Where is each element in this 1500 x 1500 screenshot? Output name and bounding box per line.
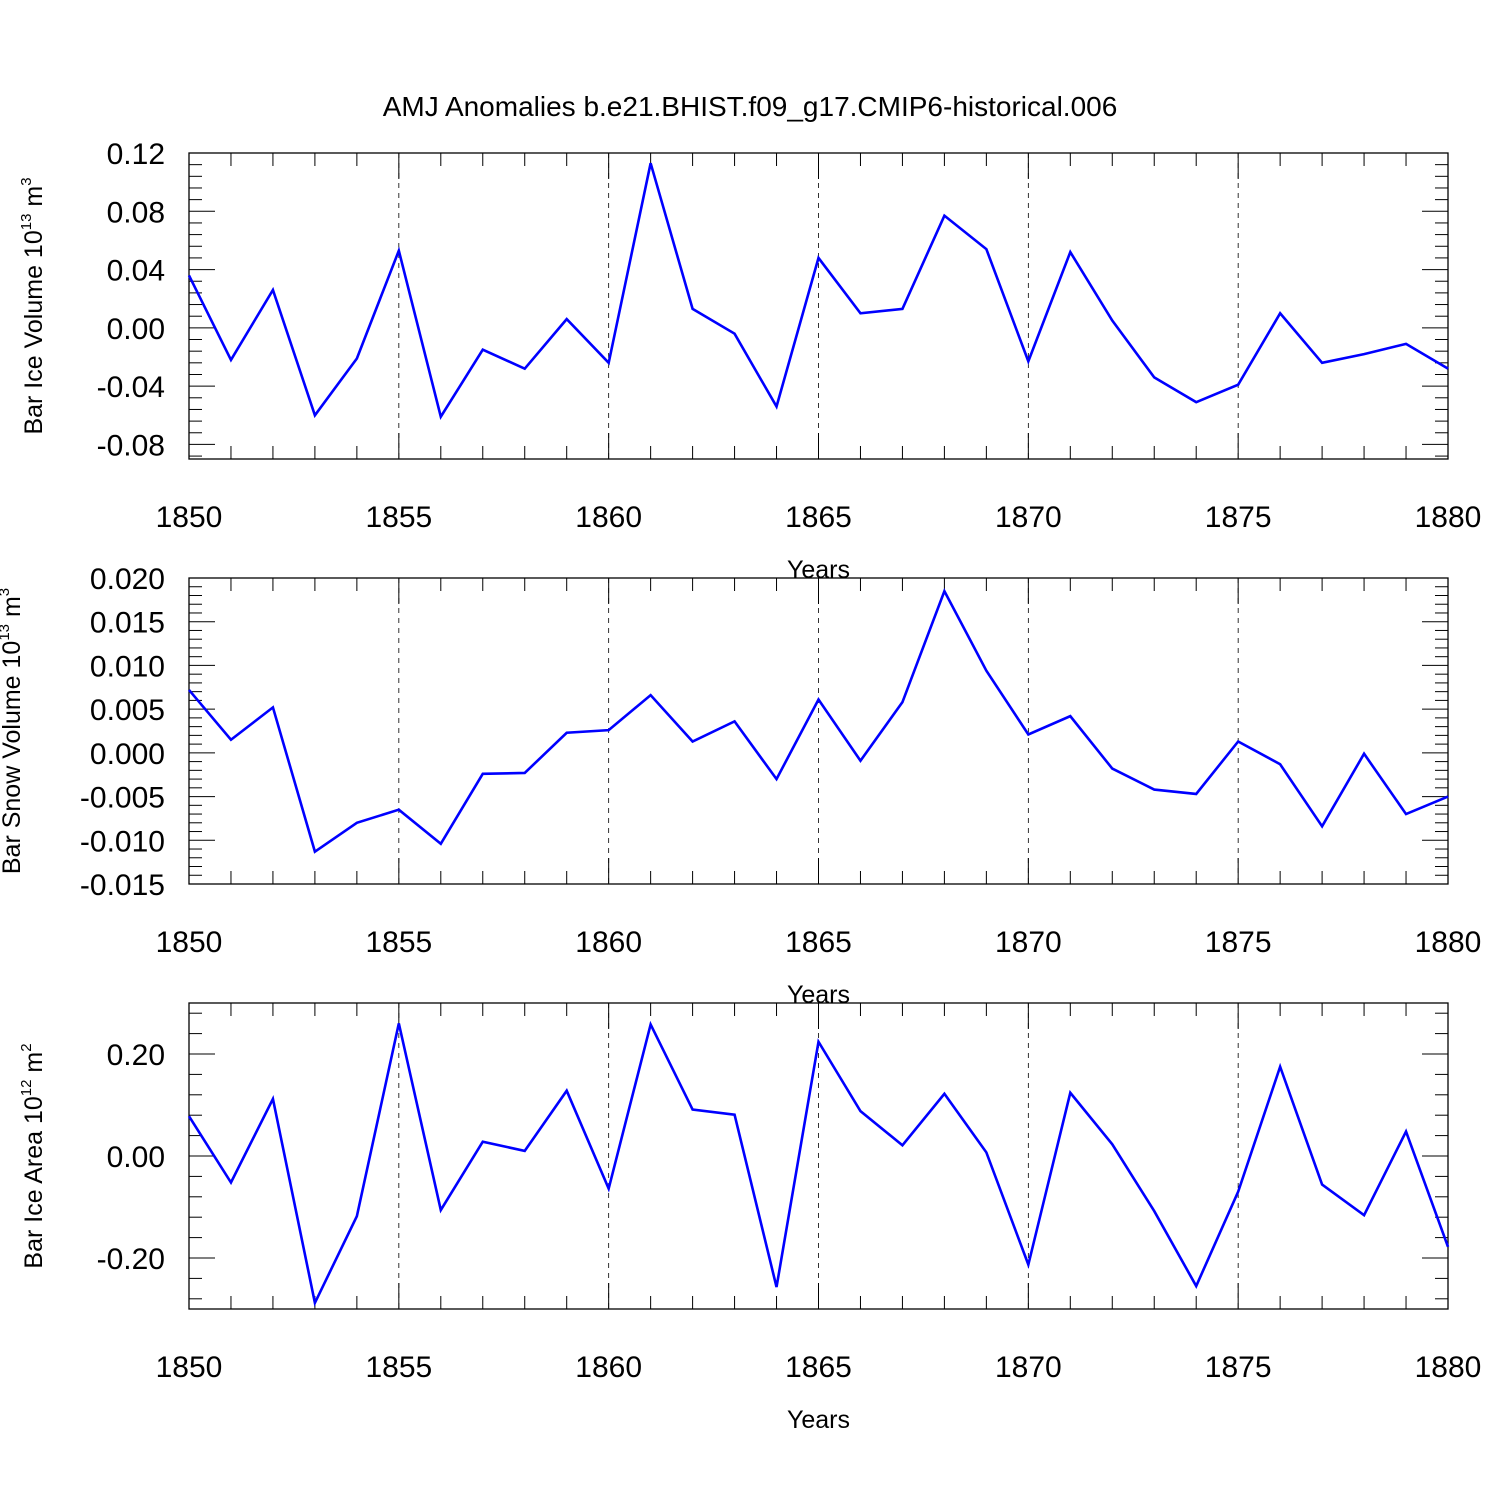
x-tick-label: 1875 <box>1205 1351 1272 1384</box>
x-tick-label: 1860 <box>575 926 642 959</box>
x-tick-label: 1870 <box>995 1351 1062 1384</box>
x-tick-label: 1860 <box>575 501 642 534</box>
y-axis-title-superscript: 3 <box>0 588 13 596</box>
series-line <box>187 162 1449 421</box>
y-tick-label: 0.12 <box>107 138 165 171</box>
y-tick-label: 0.00 <box>107 313 165 346</box>
y-tick-label: -0.04 <box>97 371 165 404</box>
y-axis-title-part: Bar Ice Volume 10 <box>20 230 48 434</box>
x-tick-label: 1860 <box>575 1351 642 1384</box>
x-tick-label: 1855 <box>365 926 432 959</box>
y-tick-label: 0.010 <box>90 650 165 683</box>
y-axis-title-part: Bar Snow Volume 10 <box>0 641 26 874</box>
y-tick-label: -0.005 <box>80 782 165 815</box>
x-tick-label: 1880 <box>1415 1351 1482 1384</box>
y-axis-title: Bar Ice Area 1012 m2 <box>18 1043 48 1268</box>
x-tick-label: 1875 <box>1205 501 1272 534</box>
y-axis-title-part: m <box>20 186 48 214</box>
y-tick-label: 0.000 <box>90 738 165 771</box>
x-tick-label: 1880 <box>1415 926 1482 959</box>
panel-3: 0.20 0.00 -0.20 1850 1855 1860 1865 1870 1875 188… <box>18 1002 1482 1434</box>
y-axis-title: Bar Ice Volume 1013 m3 <box>18 177 48 434</box>
y-axis-title-part: m <box>20 1052 48 1080</box>
y-tick-label: -0.010 <box>80 825 165 858</box>
y-tick-label: 0.04 <box>107 255 165 288</box>
y-axis-title-superscript: 12 <box>18 1080 35 1097</box>
y-axis-title-superscript: 13 <box>18 214 35 231</box>
y-tick-label: 0.005 <box>90 694 165 727</box>
panel-2: 0.020 0.015 0.010 0.005 0.000 -0.005 -0.010 -0.… <box>0 563 1481 1009</box>
y-tick-label: -0.20 <box>97 1243 165 1276</box>
y-axis-title: Bar Snow Volume 1013 m3 <box>0 588 26 874</box>
y-axis-title-part: Bar Ice Area 10 <box>20 1096 48 1268</box>
y-tick-label: 0.00 <box>107 1141 165 1174</box>
x-tick-label: 1870 <box>995 926 1062 959</box>
y-axis-title-superscript: 2 <box>18 1043 35 1051</box>
x-tick-label: 1880 <box>1415 501 1482 534</box>
panel-1: 0.12 0.08 0.04 0.00 -0.04 -0.08 1850 1855 1860 18… <box>18 138 1481 584</box>
y-tick-label: 0.020 <box>90 563 165 596</box>
y-axis-title-superscript: 3 <box>18 177 35 185</box>
y-tick-label: -0.015 <box>80 869 165 902</box>
x-tick-label: 1855 <box>365 501 432 534</box>
x-tick-label: 1865 <box>785 501 852 534</box>
x-tick-label: 1865 <box>785 926 852 959</box>
chart-title: AMJ Anomalies b.e21.BHIST.f09_g17.CMIP6-… <box>383 91 1118 122</box>
y-axis-title-superscript: 13 <box>0 624 13 641</box>
y-axis-title-part: m <box>0 596 26 624</box>
y-tick-label: -0.08 <box>97 429 165 462</box>
x-tick-label: 1870 <box>995 501 1062 534</box>
x-tick-label: 1855 <box>365 1351 432 1384</box>
series-line <box>187 1020 1450 1307</box>
y-tick-label: 0.015 <box>90 607 165 640</box>
x-axis-title: Years <box>787 1406 850 1434</box>
series-line <box>188 587 1449 854</box>
y-tick-label: 0.20 <box>107 1039 165 1072</box>
x-tick-label: 1850 <box>156 1351 223 1384</box>
y-tick-label: 0.08 <box>107 196 165 229</box>
x-tick-label: 1875 <box>1205 926 1272 959</box>
x-tick-label: 1850 <box>156 501 223 534</box>
x-tick-label: 1865 <box>785 1351 852 1384</box>
x-tick-label: 1850 <box>156 926 223 959</box>
